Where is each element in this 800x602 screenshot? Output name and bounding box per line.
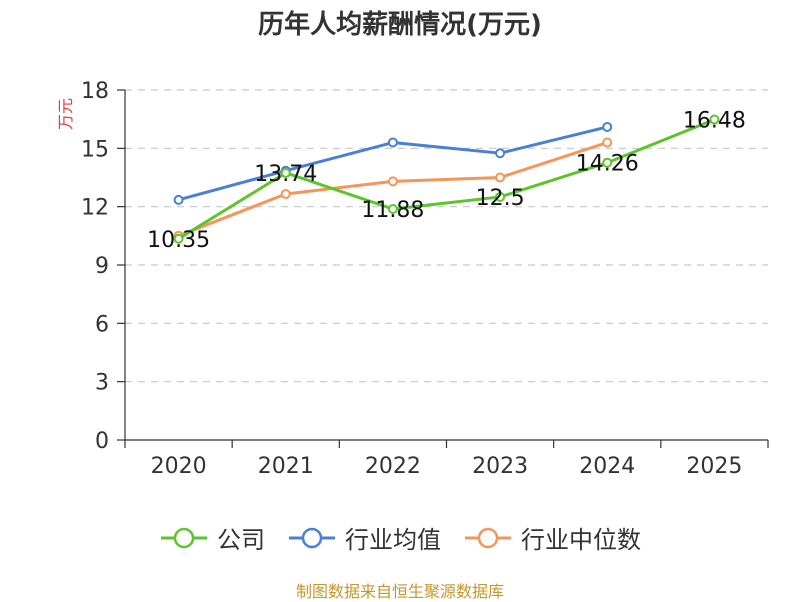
- data-point-1: [387, 137, 398, 148]
- data-point-2: [387, 176, 398, 187]
- data-point-2: [495, 172, 506, 183]
- source-footer: 制图数据来自恒生聚源数据库: [295, 582, 504, 601]
- data-label: 12.5: [476, 186, 525, 211]
- data-point-1: [495, 148, 506, 159]
- data-point-0: [709, 114, 720, 125]
- data-point-0: [602, 157, 613, 168]
- data-point-0: [280, 167, 291, 178]
- y-tick-label: 0: [95, 429, 109, 454]
- x-tick-label: 2020: [151, 454, 207, 479]
- legend-label-industry-mean: 行业均值: [345, 526, 441, 554]
- data-point-0: [387, 204, 398, 214]
- x-tick-label: 2022: [365, 454, 421, 479]
- y-tick-label: 9: [95, 254, 109, 279]
- legend: 公司 行业均值 行业中位数: [0, 520, 800, 555]
- x-tick-label: 2023: [472, 454, 528, 479]
- legend-marker-company: [161, 527, 207, 548]
- x-tick-label: 2021: [258, 454, 314, 479]
- y-tick-label: 12: [81, 196, 109, 221]
- data-point-0: [495, 191, 506, 202]
- legend-item-industry-mean[interactable]: 行业均值: [287, 520, 441, 555]
- legend-marker-industry-median: [465, 527, 511, 548]
- legend-label-company: 公司: [217, 526, 265, 554]
- chart-title: 历年人均薪酬情况(万元): [258, 10, 542, 40]
- x-tick-label: 2024: [579, 454, 635, 479]
- data-label: 10.35: [147, 228, 210, 253]
- y-tick-label: 6: [95, 312, 109, 337]
- legend-label-industry-median: 行业中位数: [521, 526, 641, 554]
- data-label: 13.74: [254, 162, 317, 187]
- data-point-1: [602, 121, 613, 132]
- data-label: 16.48: [683, 109, 746, 134]
- data-label: 11.88: [361, 198, 424, 223]
- legend-marker-industry-mean: [289, 527, 335, 548]
- y-tick-label: 15: [81, 137, 109, 162]
- data-point-2: [602, 137, 613, 148]
- x-tick-label: 2025: [686, 454, 742, 479]
- legend-item-industry-median[interactable]: 行业中位数: [463, 520, 641, 555]
- data-point-0: [173, 233, 184, 244]
- data-label: 14.26: [576, 152, 639, 177]
- legend-item-company[interactable]: 公司: [159, 520, 265, 555]
- series-line-0: [177, 118, 715, 241]
- data-point-2: [280, 189, 291, 200]
- y-tick-label: 18: [81, 79, 109, 104]
- y-tick-label: 3: [95, 371, 109, 396]
- data-point-1: [173, 194, 184, 205]
